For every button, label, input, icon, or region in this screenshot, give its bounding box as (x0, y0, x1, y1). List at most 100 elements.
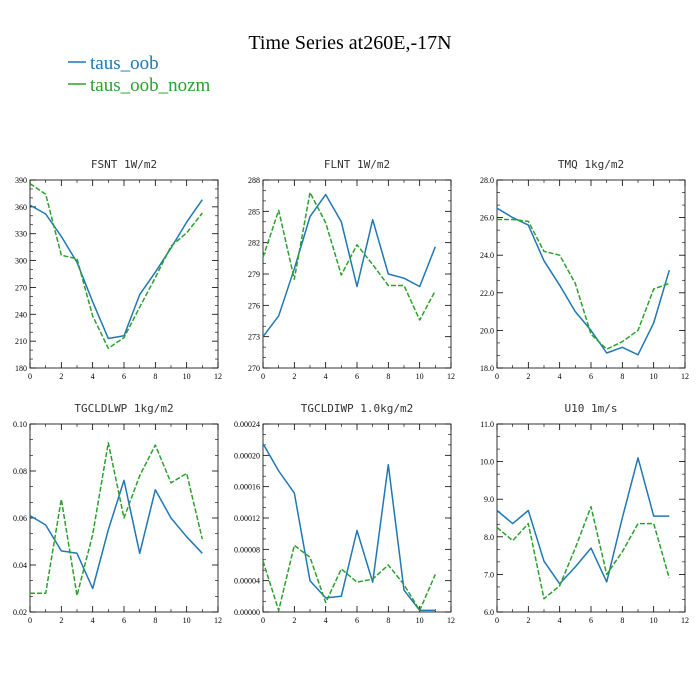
y-tick-label: 7.0 (484, 570, 494, 579)
x-tick-label: 6 (122, 372, 126, 381)
x-tick-label: 10 (183, 616, 191, 625)
y-tick-label: 0.08 (13, 467, 27, 476)
y-tick-label: 270 (248, 364, 260, 373)
x-tick-label: 8 (620, 616, 624, 625)
panel-title: TGCLDIWP 1.0kg/m2 (301, 402, 414, 415)
panel-tgcldlwp: TGCLDLWP 1kg/m2 0.02 0.04 0.06 0.08 0.10 0 2 4 6 8… (13, 402, 222, 625)
y-tick-label: 0.10 (13, 420, 27, 429)
y-tick-label: 273 (248, 333, 260, 342)
panel-u10: U10 1m/s 6.0 7.0 8.0 9.0 10.0 11.0 0 2 4 6 8 10 12 (480, 402, 689, 625)
y-tick-label: 20.0 (480, 326, 494, 335)
y-tick-label: 240 (15, 310, 27, 319)
x-tick-label: 10 (650, 372, 658, 381)
legend: taus_oob taus_oob_nozm (68, 53, 211, 96)
panel-tgcldiwp: TGCLDIWP 1.0kg/m2 0.00000 0.00004 0.00008 0.… (234, 402, 455, 625)
x-tick-label: 4 (91, 616, 95, 625)
series-line-taus-oob (496, 457, 670, 585)
x-tick-label: 10 (650, 616, 658, 625)
chart-title: Time Series at260E,-17N (248, 32, 451, 54)
y-tick-label: 24.0 (480, 251, 494, 260)
plot-frame (29, 179, 219, 369)
x-tick-label: 2 (526, 372, 530, 381)
y-tick-label: 0.00024 (234, 420, 260, 429)
x-tick-label: 8 (153, 372, 157, 381)
panel-title: FSNT 1W/m2 (91, 158, 157, 171)
x-tick-label: 6 (355, 616, 359, 625)
x-tick-label: 4 (324, 372, 328, 381)
x-tick-label: 4 (558, 372, 562, 381)
y-tick-label: 0.00000 (234, 608, 260, 617)
panel-flnt: FLNT 1W/m2 270 273 276 279 282 285 288 0 2 4 6 8 10 12 (248, 158, 455, 381)
y-tick-label: 10.0 (480, 458, 494, 467)
y-tick-label: 11.0 (480, 420, 494, 429)
series-line-taus-oob (29, 199, 203, 340)
y-tick-label: 330 (15, 230, 27, 239)
series-line-taus-oob-nozm (262, 544, 436, 612)
plot-frame (262, 423, 452, 613)
y-tick-label: 270 (15, 283, 27, 292)
y-tick-label: 9.0 (484, 495, 494, 504)
y-tick-label: 0.00004 (234, 577, 260, 586)
x-tick-label: 0 (261, 372, 265, 381)
plot-frame (496, 179, 686, 369)
x-tick-label: 2 (526, 616, 530, 625)
x-tick-label: 12 (447, 372, 455, 381)
series-line-taus-oob-nozm (497, 218, 670, 350)
y-tick-label: 180 (15, 364, 27, 373)
x-tick-label: 4 (91, 372, 95, 381)
x-tick-label: 6 (589, 372, 593, 381)
y-tick-label: 360 (15, 203, 27, 212)
x-tick-label: 12 (214, 372, 222, 381)
x-tick-label: 2 (59, 616, 63, 625)
y-tick-label: 0.00012 (234, 514, 260, 523)
y-tick-label: 8.0 (484, 533, 494, 542)
y-tick-label: 282 (248, 239, 260, 248)
panel-title: TGCLDLWP 1kg/m2 (74, 402, 173, 415)
series-line-taus-oob (262, 443, 436, 612)
plot-frame (262, 179, 452, 369)
y-tick-label: 18.0 (480, 364, 494, 373)
series-line-taus-oob-nozm (30, 442, 204, 597)
y-tick-label: 0.00016 (234, 483, 260, 492)
y-tick-label: 0.02 (13, 608, 27, 617)
x-tick-label: 0 (28, 616, 32, 625)
panel-fsnt: FSNT 1W/m2 180 210 240 270 300 330 360 390 0 2 4 6 8 1… (15, 158, 222, 381)
series-line-taus-oob-nozm (29, 182, 203, 350)
y-tick-label: 0.06 (13, 514, 27, 523)
panel-title: U10 1m/s (565, 402, 618, 415)
y-tick-label: 300 (15, 257, 27, 266)
x-tick-label: 6 (355, 372, 359, 381)
y-tick-label: 28.0 (480, 176, 494, 185)
series-line-taus-oob-nozm (496, 505, 671, 600)
y-tick-label: 0.04 (13, 561, 27, 570)
legend-label-taus-oob: taus_oob (90, 53, 159, 74)
x-tick-label: 8 (620, 372, 624, 381)
x-tick-label: 10 (183, 372, 191, 381)
x-tick-label: 6 (589, 616, 593, 625)
series-line-taus-oob-nozm (262, 191, 436, 321)
x-tick-label: 8 (386, 616, 390, 625)
y-tick-label: 276 (248, 301, 260, 310)
y-tick-label: 390 (15, 176, 27, 185)
y-tick-label: 279 (248, 270, 260, 279)
x-tick-label: 2 (292, 616, 296, 625)
y-tick-label: 0.00008 (234, 545, 260, 554)
x-tick-label: 0 (495, 372, 499, 381)
y-tick-label: 26.0 (480, 214, 494, 223)
x-tick-label: 12 (447, 616, 455, 625)
x-tick-label: 10 (416, 616, 424, 625)
x-tick-label: 8 (153, 616, 157, 625)
x-tick-label: 0 (495, 616, 499, 625)
x-tick-label: 12 (681, 616, 689, 625)
y-tick-label: 0.00020 (234, 451, 260, 460)
x-tick-label: 2 (292, 372, 296, 381)
x-tick-label: 4 (558, 616, 562, 625)
legend-label-taus-oob-nozm: taus_oob_nozm (90, 75, 211, 96)
y-tick-label: 288 (248, 176, 260, 185)
x-tick-label: 12 (681, 372, 689, 381)
panel-tmq: TMQ 1kg/m2 18.0 20.0 22.0 24.0 26.0 28.0 0 2 4 6 8 1… (480, 158, 689, 381)
plot-frame (496, 423, 686, 613)
series-line-taus-oob (496, 207, 671, 356)
